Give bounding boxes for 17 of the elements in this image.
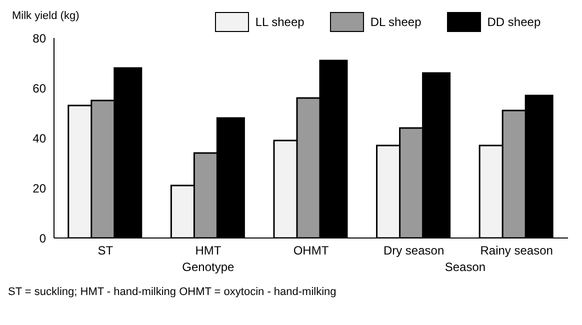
- x-tick-label: Rainy season: [480, 244, 553, 258]
- x-tick-label: HMT: [195, 244, 222, 258]
- x-tick-label: OHMT: [293, 244, 330, 258]
- y-tick-label: 0: [39, 231, 46, 246]
- text: Season: [444, 260, 486, 274]
- y-tick-label: 20: [32, 181, 46, 196]
- legend-label: LL sheep: [255, 15, 304, 29]
- text: ST = suckling; HMT - hand-milking OHMT = oxytocin - hand-milking: [8, 286, 338, 298]
- y-axis-title: Milk yield (kg): [12, 10, 80, 22]
- y-tick-label: 80: [32, 31, 46, 46]
- x-tick-label: Dry season: [383, 244, 444, 258]
- x-tick-label: ST: [98, 244, 114, 258]
- legend-label: DD sheep: [487, 15, 541, 29]
- text: Genotype: [182, 260, 234, 274]
- y-tick-label: 60: [32, 81, 46, 96]
- legend-label: DL sheep: [370, 15, 422, 29]
- y-tick-label: 40: [32, 131, 46, 146]
